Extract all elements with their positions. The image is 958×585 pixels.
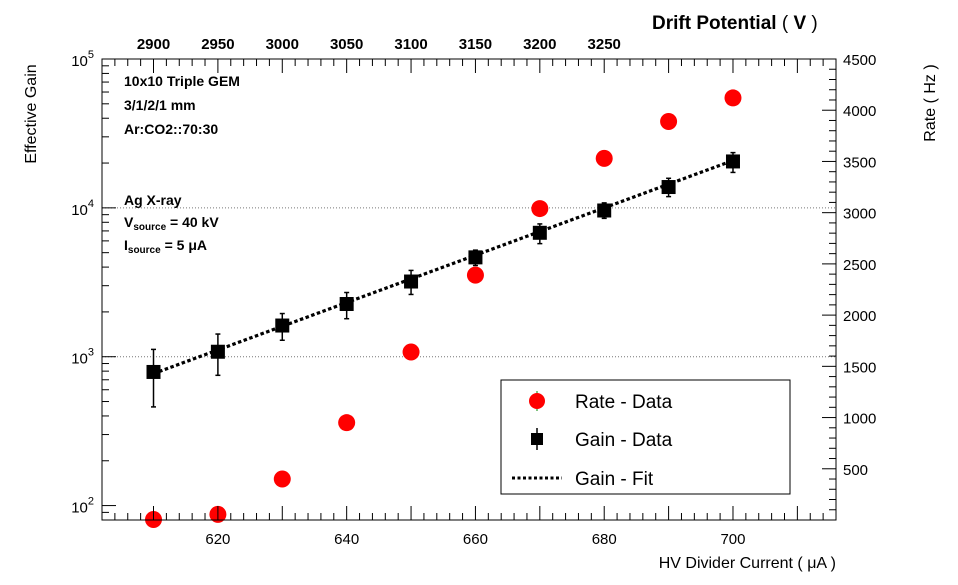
detector-line-1: 10x10 Triple GEM bbox=[124, 73, 240, 89]
rate-point bbox=[595, 149, 613, 167]
fit-layer bbox=[152, 159, 734, 376]
y-right-tick-label: 4500 bbox=[843, 52, 876, 69]
gain-point bbox=[597, 203, 612, 218]
x-tick-label: 620 bbox=[205, 531, 230, 548]
x-tick-label: 660 bbox=[463, 531, 488, 548]
axes-layer: 620 640 660 680 700 2900 2950 3000 3050 3100 3150 3… bbox=[71, 36, 876, 548]
gain-point bbox=[339, 297, 354, 312]
gain-point bbox=[532, 225, 547, 240]
x-tick-label: 680 bbox=[592, 531, 617, 548]
source-annotation: Ag X-ray Vsource = 40 kV Isource = 5 μA bbox=[124, 192, 219, 256]
gain-point bbox=[146, 364, 161, 379]
y-right-tick-label: 4000 bbox=[843, 103, 876, 120]
legend-gain-label: Gain - Data bbox=[575, 430, 673, 451]
source-current: Isource = 5 μA bbox=[124, 237, 207, 256]
legend: Rate - Data Gain - Data Gain - Fit bbox=[500, 379, 791, 495]
fit-line bbox=[152, 159, 734, 376]
y-right-tick-label: 2000 bbox=[843, 308, 876, 325]
rate-point bbox=[402, 343, 420, 361]
rate-point bbox=[338, 414, 356, 432]
detector-line-2: 3/1/2/1 mm bbox=[124, 97, 196, 113]
rate-point bbox=[660, 112, 678, 130]
x-tick-label: 700 bbox=[720, 531, 745, 548]
gridlines bbox=[102, 207, 836, 358]
top-tick-label: 3100 bbox=[394, 36, 427, 53]
gain-point bbox=[661, 180, 676, 195]
detector-annotation: 10x10 Triple GEM 3/1/2/1 mm Ar:CO2::70:3… bbox=[124, 73, 240, 137]
y-right-tick-label: 3500 bbox=[843, 154, 876, 171]
y-left-tick-label: 105 bbox=[71, 49, 94, 70]
y-left-tick-label: 104 bbox=[71, 198, 94, 219]
legend-gain-marker bbox=[531, 433, 543, 445]
legend-rate-label: Rate - Data bbox=[575, 392, 673, 413]
y-left-tick-label: 102 bbox=[71, 496, 94, 517]
source-voltage: Vsource = 40 kV bbox=[124, 214, 219, 233]
rate-point bbox=[466, 266, 484, 284]
y-right-tick-label: 2500 bbox=[843, 257, 876, 274]
top-tick-label: 2900 bbox=[137, 36, 170, 53]
rate-point bbox=[273, 470, 291, 488]
y-right-tick-label: 500 bbox=[843, 462, 868, 479]
gain-point bbox=[404, 274, 419, 289]
top-tick-label: 3000 bbox=[266, 36, 299, 53]
legend-fit-label: Gain - Fit bbox=[575, 469, 654, 490]
plot-frame bbox=[101, 58, 837, 521]
y-right-tick-label: 1500 bbox=[843, 359, 876, 376]
top-tick-label: 2950 bbox=[201, 36, 234, 53]
source-title: Ag X-ray bbox=[124, 192, 182, 208]
gain-point bbox=[725, 154, 740, 169]
legend-box bbox=[500, 379, 791, 495]
rate-point bbox=[724, 89, 742, 107]
top-tick-label: 3150 bbox=[459, 36, 492, 53]
right-axis-title: Rate ( Hz ) bbox=[922, 64, 939, 141]
top-tick-label: 3200 bbox=[523, 36, 556, 53]
detector-line-3: Ar:CO2::70:30 bbox=[124, 121, 218, 137]
y-left-tick-label: 103 bbox=[71, 347, 94, 368]
bottom-axis-title: HV Divider Current ( μA ) bbox=[659, 555, 836, 572]
top-tick-label: 3250 bbox=[588, 36, 621, 53]
y-right-tick-label: 3000 bbox=[843, 206, 876, 223]
markers-layer bbox=[145, 89, 742, 528]
rate-point bbox=[531, 200, 549, 218]
x-tick-label: 640 bbox=[334, 531, 359, 548]
gain-point bbox=[210, 344, 225, 359]
top-tick-label: 3050 bbox=[330, 36, 363, 53]
y-right-tick-label: 1000 bbox=[843, 411, 876, 428]
legend-rate-marker bbox=[529, 393, 545, 409]
left-axis-title: Effective Gain bbox=[23, 64, 40, 163]
gain-point bbox=[275, 318, 290, 333]
top-axis-title: Drift Potential ( V ) bbox=[652, 13, 818, 34]
gain-point bbox=[468, 250, 483, 265]
